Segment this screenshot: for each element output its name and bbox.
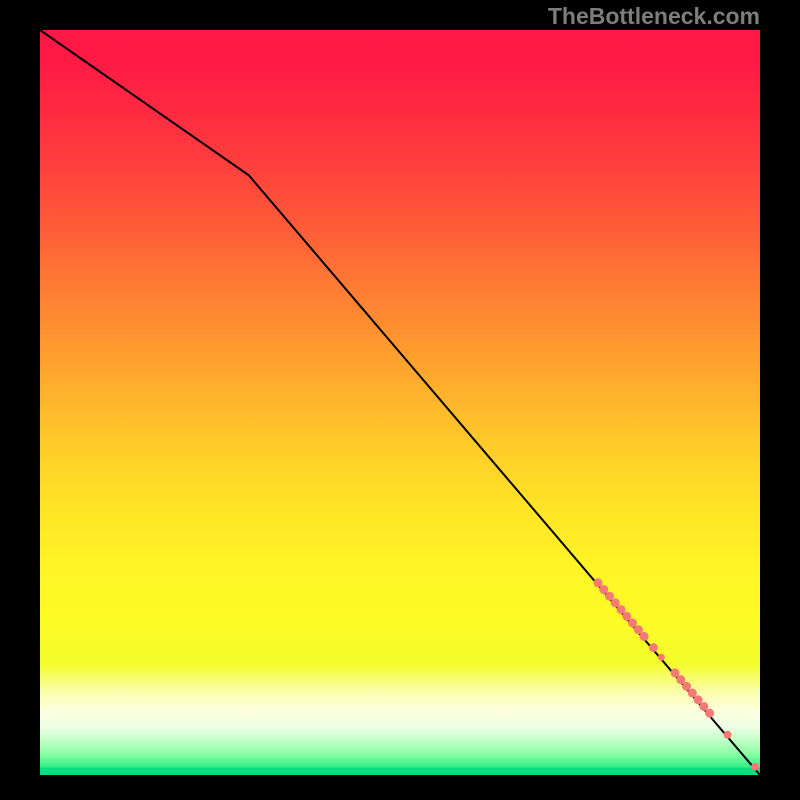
data-point [634, 626, 642, 634]
green-band [40, 768, 760, 775]
plot-area [40, 30, 760, 775]
watermark-text: TheBottleneck.com [548, 3, 760, 30]
data-point [751, 763, 758, 770]
data-point [617, 606, 625, 614]
data-point [688, 689, 696, 697]
data-point [594, 579, 602, 587]
chart-frame: TheBottleneck.com [0, 0, 800, 800]
data-point [706, 709, 714, 717]
gradient-background [40, 30, 760, 775]
data-point [611, 599, 619, 607]
data-point [671, 669, 679, 677]
data-point [694, 696, 702, 704]
data-point [724, 731, 731, 738]
data-point [600, 585, 608, 593]
data-point [623, 612, 631, 620]
data-point [629, 619, 637, 627]
data-point [677, 676, 685, 684]
data-point [683, 682, 691, 690]
data-point [658, 654, 664, 660]
data-point [640, 632, 648, 640]
data-point [649, 644, 657, 652]
data-point [606, 592, 614, 600]
data-point [700, 702, 708, 710]
